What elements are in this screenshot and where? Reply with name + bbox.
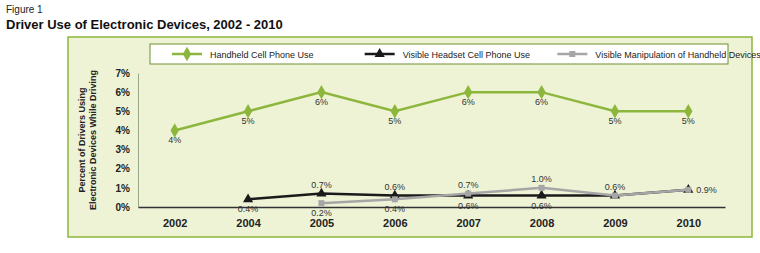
legend-item: Visible Manipulation of Handheld Devices [557, 50, 760, 60]
series-marker [465, 191, 471, 197]
y-tick-label: 3% [116, 144, 131, 155]
data-marks [171, 85, 694, 206]
data-label: 0.6% [458, 201, 479, 211]
chart-title: Driver Use of Electronic Devices, 2002 -… [6, 17, 283, 32]
y-tick: 1% [116, 183, 138, 194]
series-marker [243, 193, 253, 202]
series-marker [539, 185, 545, 191]
x-tick-label: 2009 [603, 217, 627, 229]
legend-marker [569, 51, 575, 57]
legend-item: Visible Headset Cell Phone Use [365, 48, 530, 59]
data-label: 5% [242, 116, 255, 126]
series-line [175, 92, 689, 130]
x-tick: 2010 [677, 207, 701, 229]
data-label: 1.0% [531, 174, 552, 184]
x-axis-line [139, 207, 726, 209]
x-tick: 2002 [163, 207, 187, 229]
y-tick-label: 5% [116, 106, 131, 117]
x-tick: 2005 [310, 207, 334, 229]
data-label: 0.2% [311, 208, 332, 218]
data-label: 0.9% [696, 185, 717, 195]
x-tick-label: 2008 [530, 217, 554, 229]
legend-label: Visible Manipulation of Handheld Devices [595, 50, 760, 60]
data-labels: 4% 5% 6% 5% 6% 6% 5% 5% 0.4% 0.7% 0.6% 0.6% 0.6% 0.6%… [168, 97, 717, 218]
y-tick-label: 2% [116, 163, 131, 174]
y-tick: 0% [116, 202, 138, 213]
series-marker [683, 184, 693, 193]
y-axis: 0% 1% 2% 3% 4% 5% 6% 7% [116, 68, 139, 213]
y-tick-label: 6% [116, 87, 131, 98]
y-tick: 3% [116, 144, 138, 155]
data-label: 0.6% [605, 182, 626, 192]
data-label: 6% [535, 97, 548, 107]
data-label: 6% [462, 97, 475, 107]
chart-container: Figure 1 Driver Use of Electronic Devices… [0, 0, 760, 253]
y-tick-label: 4% [116, 125, 131, 136]
chart-svg: Figure 1 Driver Use of Electronic Devices… [0, 0, 760, 253]
data-label: 5% [682, 116, 695, 126]
y-tick-label: 1% [116, 183, 131, 194]
x-tick-label: 2007 [456, 217, 480, 229]
data-label: 5% [608, 116, 621, 126]
y-tick-label: 0% [116, 202, 131, 213]
data-label: 0.4% [238, 204, 259, 214]
y-axis-line [138, 74, 139, 208]
figure-label: Figure 1 [6, 4, 43, 15]
y-tick: 5% [116, 106, 138, 117]
legend-label: Visible Headset Cell Phone Use [403, 50, 530, 60]
data-label: 6% [315, 97, 328, 107]
data-label: 0.4% [385, 204, 406, 214]
y-tick-label: 7% [116, 68, 131, 79]
legend: Handheld Cell Phone Use Visible Headset C… [150, 44, 760, 64]
y-tick: 2% [116, 163, 138, 174]
series-marker [536, 190, 546, 199]
series-marker [685, 187, 691, 193]
legend-item: Handheld Cell Phone Use [172, 47, 314, 61]
series-line [321, 188, 688, 203]
series-marker [392, 196, 398, 202]
legend-label: Handheld Cell Phone Use [210, 50, 314, 60]
y-tick: 4% [116, 125, 138, 136]
legend-marker [375, 48, 385, 57]
x-tick-label: 2010 [677, 217, 701, 229]
x-tick: 2009 [603, 207, 627, 229]
series-marker [318, 200, 324, 206]
plot-panel [68, 37, 752, 237]
data-label: 0.7% [458, 180, 479, 190]
y-axis-title-line: Electronic Devices While Driving [88, 70, 98, 210]
series-marker [612, 193, 618, 199]
data-label: 0.6% [385, 182, 406, 192]
data-label: 4% [168, 135, 181, 145]
x-tick-label: 2006 [383, 217, 407, 229]
x-tick-label: 2005 [310, 217, 334, 229]
y-tick: 6% [116, 87, 138, 98]
data-label: 5% [388, 116, 401, 126]
x-tick-label: 2004 [236, 217, 261, 229]
x-tick-label: 2002 [163, 217, 187, 229]
x-axis: 2002 2004 2005 2006 2007 2008 2009 2010 [139, 207, 726, 229]
data-label: 0.7% [311, 180, 332, 190]
y-tick: 7% [116, 68, 138, 79]
legend-marker [183, 47, 191, 61]
y-axis-title-line: Percent of Drivers Using [77, 87, 87, 192]
y-axis-title: Percent of Drivers UsingElectronic Devic… [77, 70, 98, 210]
data-label: 0.6% [531, 201, 552, 211]
